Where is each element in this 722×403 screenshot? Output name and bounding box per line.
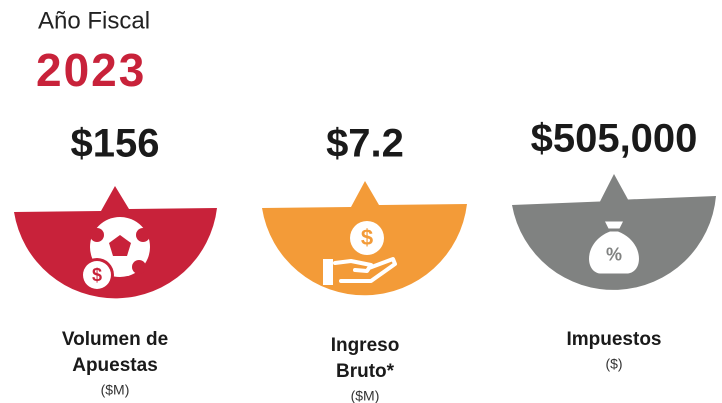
card-label: Impuestos (566, 329, 661, 350)
card-label: Ingreso (331, 335, 400, 356)
coin-symbol: $ (92, 265, 102, 285)
card-label: Volumen de (62, 329, 168, 350)
coin (350, 221, 384, 255)
card-value: $156 (71, 122, 160, 166)
bag-icon (589, 221, 639, 274)
fiscal-label: Año Fiscal (38, 7, 150, 34)
coin-symbol: $ (361, 225, 373, 250)
hand-icon (333, 257, 397, 283)
bag-symbol: % (606, 244, 622, 264)
card-label: Bruto* (336, 361, 395, 382)
card-label: Apuestas (72, 355, 158, 376)
cuff-icon (323, 259, 333, 285)
ball-patch (109, 235, 131, 256)
card-unit: ($M) (351, 388, 380, 403)
coin (83, 261, 111, 289)
ball-patch (90, 228, 104, 242)
card-unit: ($) (605, 356, 622, 372)
bag-tie (605, 228, 623, 232)
card-value: $505,000 (531, 117, 698, 161)
card-value: $7.2 (326, 122, 404, 166)
ball-patch (136, 228, 150, 242)
card-unit: ($M) (101, 382, 130, 398)
fiscal-year: 2023 (36, 44, 146, 96)
ball-patch (132, 260, 146, 274)
